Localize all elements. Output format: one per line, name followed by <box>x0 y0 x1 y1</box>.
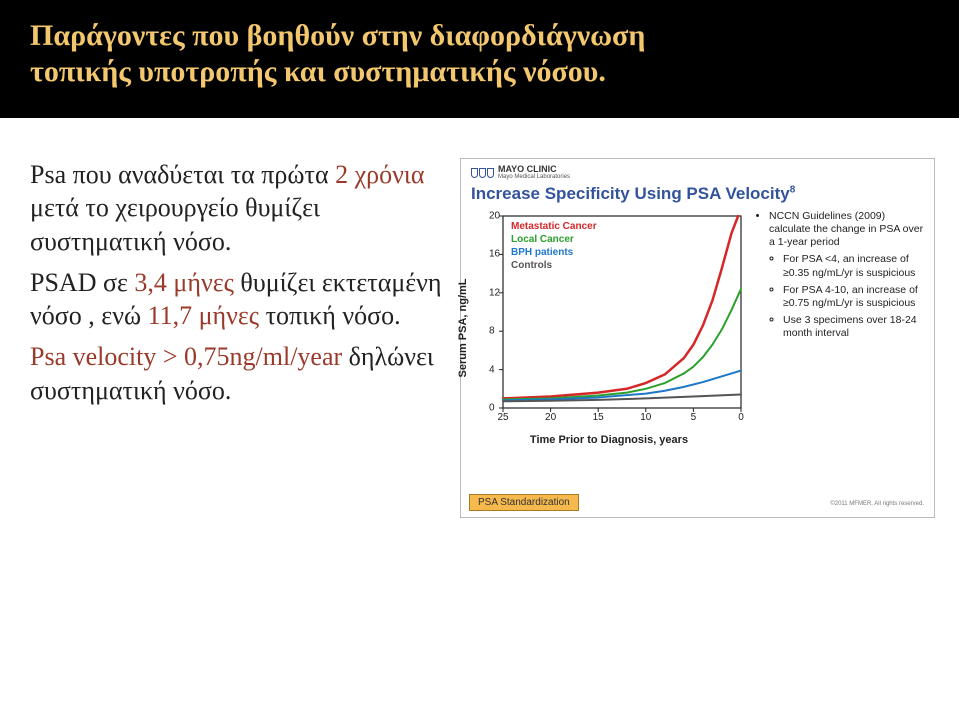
y-tick-label: 16 <box>489 249 500 260</box>
emphasis-text: 11,7 μήνες <box>148 301 260 330</box>
emphasis-text: 3,4 μήνες <box>134 268 234 297</box>
x-tick-label: 20 <box>545 412 556 423</box>
footer-tab: PSA Standardization <box>469 494 579 511</box>
legend-item: Metastatic Cancer <box>511 220 597 233</box>
panel-body: Serum PSA, ng/mL Time Prior to Diagnosis… <box>461 210 934 445</box>
y-tick-label: 4 <box>489 364 495 375</box>
legend-item: Controls <box>511 259 597 272</box>
side-bullet: For PSA 4-10, an increase of ≥0.75 ng/mL… <box>783 284 926 310</box>
paragraph-1: Psa που αναδύεται τα πρώτα 2 χρόνια μετά… <box>30 158 450 258</box>
chart-legend: Metastatic CancerLocal CancerBPH patient… <box>511 220 597 272</box>
paragraph-2: PSAD σε 3,4 μήνες θυμίζει εκτεταμένη νόσ… <box>30 266 450 333</box>
footer-tab-label: PSA Standardization <box>469 494 579 511</box>
paragraph-3: Psa velocity > 0,75ng/ml/year δηλώνει συ… <box>30 340 450 407</box>
text: μετά το χειρουργείο θυμίζει συστηματική … <box>30 193 320 255</box>
panel-title: Increase Specificity Using PSA Velocity8 <box>461 182 934 210</box>
x-tick-label: 15 <box>593 412 604 423</box>
emphasis-text: Psa velocity > 0,75ng/ml/year <box>30 342 342 371</box>
slide-title: Παράγοντες που βοηθούν στην διαφορδιάγνω… <box>30 18 730 90</box>
text: PSAD σε <box>30 268 134 297</box>
mayo-logo: MAYO CLINIC Mayo Medical Laboratories <box>471 165 570 180</box>
x-axis-label: Time Prior to Diagnosis, years <box>530 434 688 446</box>
y-tick-label: 0 <box>489 403 495 414</box>
y-tick-label: 8 <box>489 326 495 337</box>
x-tick-label: 5 <box>691 412 697 423</box>
line-chart: Serum PSA, ng/mL Time Prior to Diagnosis… <box>469 210 749 445</box>
copyright-text: ©2011 MFMER. All rights reserved. <box>830 501 924 507</box>
panel-title-sup: 8 <box>790 184 796 195</box>
right-figure-column: MAYO CLINIC Mayo Medical Laboratories In… <box>460 158 944 698</box>
side-bullets: NCCN Guidelines (2009) calculate the cha… <box>755 210 926 445</box>
legend-item: Local Cancer <box>511 233 597 246</box>
y-tick-label: 12 <box>489 287 500 298</box>
legend-item: BPH patients <box>511 246 597 259</box>
x-tick-label: 10 <box>640 412 651 423</box>
title-region: Παράγοντες που βοηθούν στην διαφορδιάγνω… <box>0 0 760 100</box>
text: τοπική νόσο. <box>259 301 401 330</box>
emphasis-text: 2 χρόνια <box>335 160 424 189</box>
shield-icon <box>471 168 494 178</box>
side-bullet: For PSA <4, an increase of ≥0.35 ng/mL/y… <box>783 253 926 279</box>
body-region: Psa που αναδύεται τα πρώτα 2 χρόνια μετά… <box>0 118 959 718</box>
brand-text: MAYO CLINIC <box>498 165 570 174</box>
y-axis-label: Serum PSA, ng/mL <box>457 278 469 377</box>
left-text-column: Psa που αναδύεται τα πρώτα 2 χρόνια μετά… <box>30 158 450 698</box>
side-head: NCCN Guidelines (2009) calculate the cha… <box>769 210 926 249</box>
y-tick-label: 20 <box>489 211 500 222</box>
side-bullet: Use 3 specimens over 18-24 month interva… <box>783 314 926 340</box>
slide: Παράγοντες που βοηθούν στην διαφορδιάγνω… <box>0 0 959 718</box>
panel-header: MAYO CLINIC Mayo Medical Laboratories <box>461 159 934 182</box>
panel-title-text: Increase Specificity Using PSA Velocity <box>471 184 790 203</box>
figure-panel: MAYO CLINIC Mayo Medical Laboratories In… <box>460 158 935 518</box>
x-tick-label: 25 <box>497 412 508 423</box>
brand-subtext: Mayo Medical Laboratories <box>498 174 570 180</box>
x-tick-label: 0 <box>738 412 744 423</box>
text: Psa που αναδύεται τα πρώτα <box>30 160 335 189</box>
